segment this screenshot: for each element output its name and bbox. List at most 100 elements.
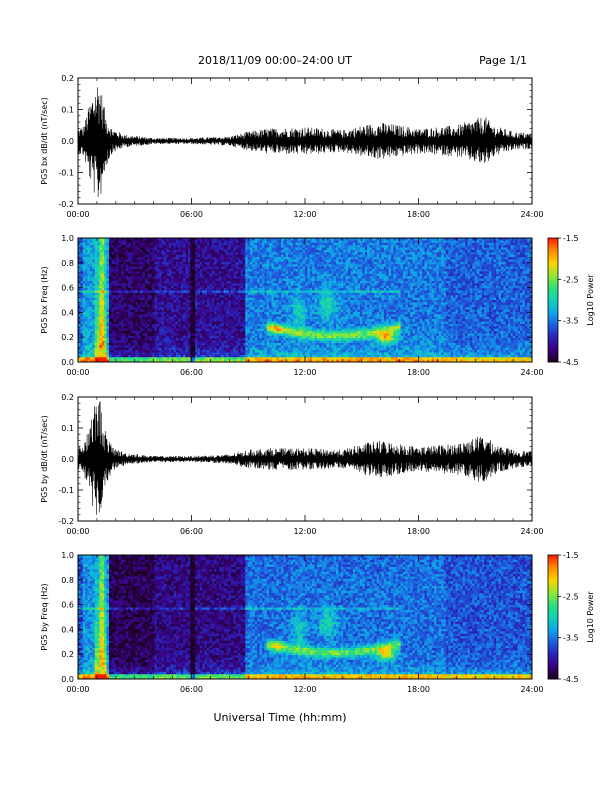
heatmap-cell bbox=[209, 286, 212, 289]
heatmap-cell bbox=[90, 326, 93, 329]
heatmap-cell bbox=[262, 352, 265, 355]
heatmap-cell bbox=[186, 264, 189, 267]
heatmap-cell bbox=[264, 288, 267, 291]
heatmap-cell bbox=[190, 324, 193, 327]
heatmap-cell bbox=[300, 243, 303, 246]
heatmap-cell bbox=[281, 288, 284, 291]
heatmap-cell bbox=[95, 310, 98, 313]
heatmap-cell bbox=[248, 283, 251, 286]
heatmap-cell bbox=[104, 307, 107, 310]
heatmap-cell bbox=[104, 341, 107, 344]
heatmap-cell bbox=[202, 262, 205, 265]
heatmap-cell bbox=[169, 319, 172, 322]
heatmap-cell bbox=[119, 350, 122, 353]
heatmap-cell bbox=[245, 295, 248, 298]
heatmap-cell bbox=[100, 348, 103, 351]
heatmap-cell bbox=[288, 259, 291, 262]
heatmap-cell bbox=[190, 314, 193, 317]
heatmap-cell bbox=[88, 257, 91, 260]
heatmap-cell bbox=[205, 269, 208, 272]
heatmap-cell bbox=[80, 288, 83, 291]
heatmap-cell bbox=[150, 298, 153, 301]
heatmap-cell bbox=[240, 243, 243, 246]
heatmap-cell bbox=[159, 307, 162, 310]
heatmap-cell bbox=[140, 259, 143, 262]
heatmap-cell bbox=[166, 250, 169, 253]
heatmap-cell bbox=[178, 310, 181, 313]
heatmap-cell bbox=[281, 305, 284, 308]
heatmap-cell bbox=[243, 300, 246, 303]
heatmap-cell bbox=[135, 271, 138, 274]
heatmap-cell bbox=[123, 281, 126, 284]
heatmap-cell bbox=[138, 321, 141, 324]
heatmap-cell bbox=[162, 276, 165, 279]
heatmap-cell bbox=[200, 290, 203, 293]
heatmap-cell bbox=[119, 343, 122, 346]
heatmap-cell bbox=[95, 298, 98, 301]
heatmap-cell bbox=[107, 250, 110, 253]
heatmap-cell bbox=[102, 274, 105, 277]
heatmap-cell bbox=[209, 336, 212, 339]
heatmap-cell bbox=[150, 288, 153, 291]
heatmap-cell bbox=[295, 283, 298, 286]
heatmap-cell bbox=[236, 286, 239, 289]
heatmap-cell bbox=[257, 345, 260, 348]
heatmap-cell bbox=[286, 324, 289, 327]
heatmap-cell bbox=[291, 298, 294, 301]
heatmap-cell bbox=[200, 300, 203, 303]
heatmap-cell bbox=[128, 338, 131, 341]
heatmap-cell bbox=[109, 252, 112, 255]
heatmap-cell bbox=[279, 269, 282, 272]
heatmap-cell bbox=[128, 250, 131, 253]
heatmap-cell bbox=[238, 329, 241, 332]
heatmap-cell bbox=[154, 271, 157, 274]
heatmap-cell bbox=[236, 283, 239, 286]
heatmap-cell bbox=[197, 307, 200, 310]
heatmap-cell bbox=[221, 338, 224, 341]
heatmap-cell bbox=[197, 338, 200, 341]
heatmap-cell bbox=[114, 276, 117, 279]
heatmap-cell bbox=[152, 352, 155, 355]
heatmap-cell bbox=[85, 257, 88, 260]
heatmap-cell bbox=[186, 310, 189, 313]
heatmap-cell bbox=[97, 286, 100, 289]
heatmap-cell bbox=[138, 302, 141, 305]
heatmap-cell bbox=[262, 250, 265, 253]
heatmap-cell bbox=[164, 312, 167, 315]
heatmap-cell bbox=[200, 326, 203, 329]
heatmap-cell bbox=[183, 298, 186, 301]
heatmap-cell bbox=[181, 288, 184, 291]
heatmap-cell bbox=[119, 252, 122, 255]
heatmap-cell bbox=[85, 317, 88, 320]
heatmap-cell bbox=[274, 302, 277, 305]
heatmap-cell bbox=[109, 317, 112, 320]
heatmap-cell bbox=[140, 262, 143, 265]
heatmap-cell bbox=[195, 319, 198, 322]
heatmap-cell bbox=[145, 267, 148, 270]
heatmap-cell bbox=[135, 345, 138, 348]
heatmap-cell bbox=[293, 312, 296, 315]
heatmap-cell bbox=[174, 245, 177, 248]
heatmap-cell bbox=[154, 269, 157, 272]
heatmap-cell bbox=[243, 255, 246, 258]
heatmap-cell bbox=[116, 293, 119, 296]
heatmap-cell bbox=[252, 252, 255, 255]
heatmap-cell bbox=[250, 240, 253, 243]
heatmap-cell bbox=[133, 345, 136, 348]
heatmap-cell bbox=[238, 324, 241, 327]
heatmap-cell bbox=[224, 324, 227, 327]
heatmap-cell bbox=[226, 319, 229, 322]
heatmap-cell bbox=[293, 274, 296, 277]
heatmap-cell bbox=[269, 293, 272, 296]
heatmap-cell bbox=[123, 317, 126, 320]
heatmap-cell bbox=[293, 331, 296, 334]
heatmap-cell bbox=[212, 321, 215, 324]
heatmap-cell bbox=[291, 343, 294, 346]
heatmap-cell bbox=[264, 267, 267, 270]
heatmap-cell bbox=[190, 336, 193, 339]
heatmap-cell bbox=[274, 250, 277, 253]
heatmap-cell bbox=[143, 259, 146, 262]
heatmap-cell bbox=[119, 341, 122, 344]
heatmap-cell bbox=[176, 333, 179, 336]
heatmap-cell bbox=[214, 257, 217, 260]
